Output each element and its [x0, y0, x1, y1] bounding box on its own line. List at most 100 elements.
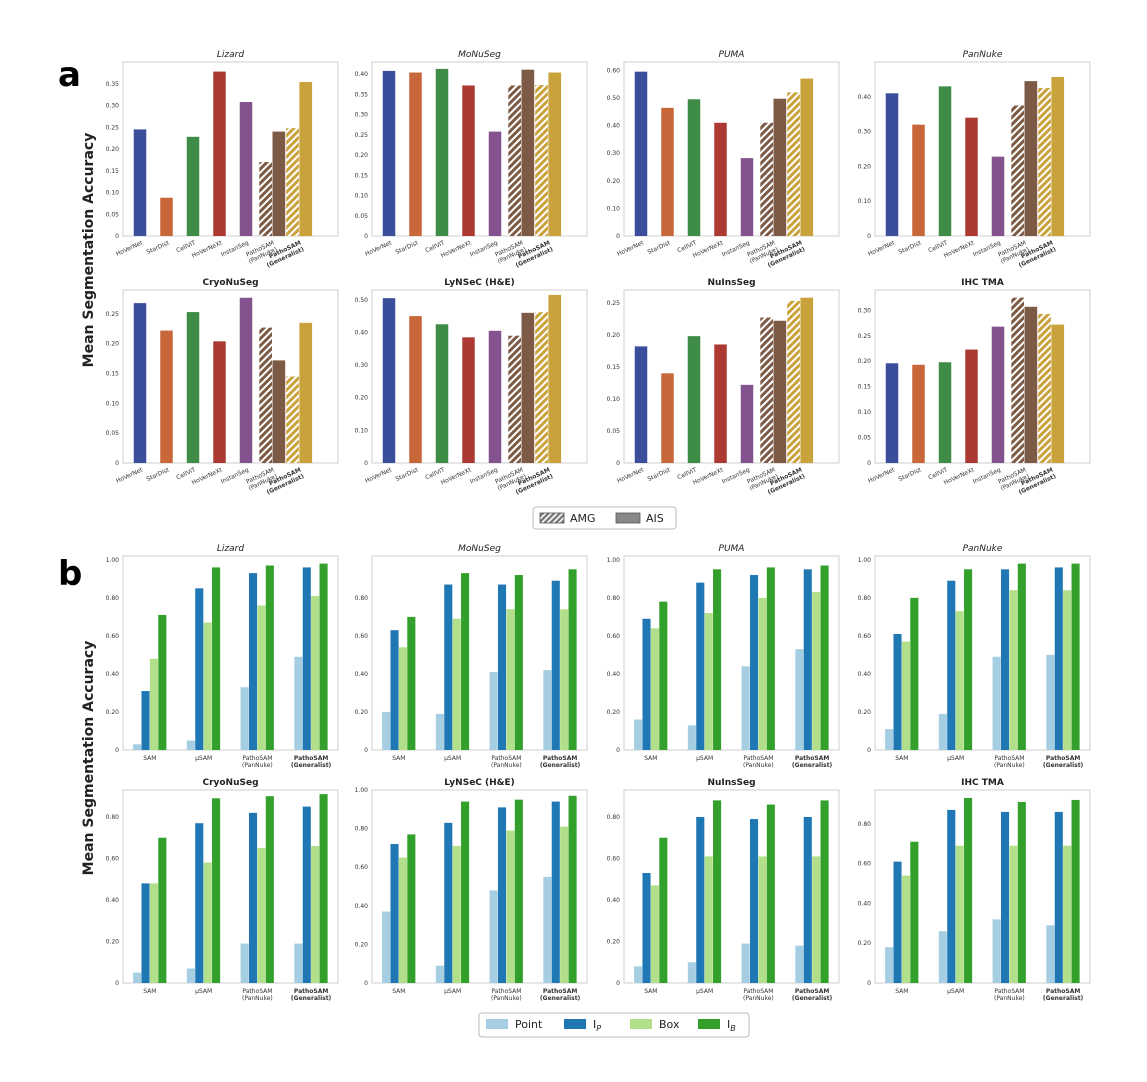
chart-a-lizard-ytick-2: 0.10 — [106, 190, 120, 197]
chart-a-puma-ytick-1: 0.10 — [607, 205, 621, 212]
chart-a-ihc-tma-xtick-hovernext: HoVerNeXt — [943, 466, 976, 486]
chart-b-lynsec-h-e-xtick-sam: µSAM — [444, 988, 461, 995]
chart-b-puma-bar-pathosam-pannuke-i-p — [749, 575, 759, 750]
chart-b-monuseg-bar-pathosam-pannuke-i-b — [514, 575, 523, 750]
chart-a-pannuke-ytick-2: 0.20 — [858, 163, 872, 170]
chart-a-monuseg-ytick-8: 0.40 — [355, 71, 369, 78]
chart-b-nuinsseg-bar-sam-box — [650, 885, 659, 983]
chart-b-nuinsseg-bar-pathosam-pannuke-i-p — [749, 819, 759, 983]
chart-b-pannuke-bar-sam-box — [901, 641, 910, 750]
chart-b-monuseg-bar-sam-box — [398, 647, 407, 750]
chart-b-pannuke-xtick-pathosam-pannuke: PathoSAM (PanNuke) — [994, 755, 1025, 769]
chart-b-lynsec-h-e-bar-sam-i-p — [444, 822, 453, 983]
legend-ais-swatch — [615, 512, 641, 524]
chart-a-puma-title: PUMA — [719, 50, 745, 60]
chart-b-monuseg-title: MoNuSeg — [458, 544, 501, 554]
chart-b-lynsec-h-e-bar-sam-i-b — [461, 801, 470, 983]
chart-a-lynsec-h-e-xtick-hovernet: HoVerNet — [364, 466, 393, 485]
chart-a-nuinsseg-ytick-2: 0.10 — [607, 396, 621, 403]
chart-a-lizard: Lizard 0 0.05 0.10 0.15 0.20 0.25 0.30 0.35 HoVer… — [106, 50, 339, 269]
chart-a-pannuke-ytick-1: 0.10 — [858, 198, 872, 205]
chart-b-cryonuseg-bar-pathosam-pannuke-i-p — [248, 812, 258, 983]
chart-b-puma-bar-pathosam-generalist-i-p — [803, 569, 812, 750]
chart-a-puma-bar-cellvit — [687, 99, 701, 237]
chart-b-ihc-tma-ytick-0: 0 — [867, 980, 871, 987]
chart-a-ihc-tma-ytick-3: 0.15 — [858, 384, 872, 391]
chart-b-monuseg-bar-pathosam-generalist-point — [543, 670, 552, 750]
chart-b-ihc-tma-bar-sam-point — [938, 931, 947, 983]
chart-b-pannuke-xtick-sam: SAM — [895, 755, 908, 762]
chart-a-puma-bar-instanseg — [740, 158, 754, 236]
chart-b-lizard-xtick-sam: µSAM — [195, 755, 212, 762]
chart-b-monuseg-bar-pathosam-pannuke-i-p — [497, 584, 507, 750]
chart-b-monuseg-bar-sam-i-b — [461, 573, 470, 750]
chart-b-pannuke-bar-pathosam-generalist-box — [1063, 590, 1072, 750]
chart-b-cryonuseg-xtick-pathosam-pannuke: PathoSAM (PanNuke) — [242, 988, 273, 1002]
chart-a-puma-ytick-2: 0.20 — [607, 178, 621, 185]
chart-b-puma-bar-sam-i-b — [659, 601, 668, 750]
chart-a-cryonuseg-xtick-stardist: StarDist — [146, 466, 171, 483]
legend-point-label: Point — [515, 1018, 543, 1031]
chart-b-cryonuseg-bar-pathosam-generalist-point — [294, 943, 303, 983]
chart-a-lynsec-h-e: LyNSeC (H&E) 0 0.10 0.20 0.30 0.40 0.50 HoVerNe… — [355, 278, 588, 496]
chart-b-cryonuseg-ytick-2: 0.40 — [106, 897, 120, 904]
chart-b-ihc-tma-ytick-2: 0.40 — [858, 900, 872, 907]
chart-b-pannuke-ytick-1: 0.20 — [858, 709, 872, 716]
chart-b-ihc-tma: IHC TMA 0 0.20 0.40 0.60 0.80 SAM µSAM PathoSAM(… — [858, 778, 1091, 1002]
chart-b-monuseg-ytick-4: 0.80 — [355, 595, 369, 602]
chart-a-pannuke-ytick-3: 0.30 — [858, 129, 872, 136]
chart-b-cryonuseg-bar-pathosam-pannuke-i-b — [265, 796, 274, 983]
chart-b-lizard-xtick-pathosam-generalist: PathoSAM (Generalist) — [291, 755, 332, 769]
chart-b-puma-bar-pathosam-generalist-box — [812, 592, 821, 750]
chart-a-lizard-bar-pathosam-pannuke-amg — [259, 162, 272, 236]
chart-a-nuinsseg-bar-hovernext — [714, 344, 727, 463]
chart-b-cryonuseg-bar-sam-i-b — [158, 837, 167, 983]
chart-a-nuinsseg-bar-cellvit — [687, 336, 701, 463]
chart-a-monuseg-bar-hovernet — [382, 70, 396, 236]
chart-b-lynsec-h-e-ytick-4: 0.80 — [355, 826, 369, 833]
chart-b-nuinsseg-ytick-1: 0.20 — [607, 938, 621, 945]
chart-a-lizard-bar-hovernet — [133, 129, 147, 236]
chart-b-lizard-ytick-3: 0.60 — [106, 633, 120, 640]
chart-b-lizard-bar-sam-i-p — [195, 588, 204, 750]
chart-b-ihc-tma-xtick-pathosam-generalist: PathoSAM (Generalist) — [1043, 988, 1084, 1002]
chart-b-cryonuseg: CryoNuSeg 0 0.20 0.40 0.60 0.80 SAM µSAM PathoSA… — [106, 778, 339, 1002]
chart-a-lizard-bar-stardist — [160, 197, 173, 236]
chart-b-puma-bar-pathosam-pannuke-box — [758, 597, 767, 750]
legend-amg-swatch — [539, 512, 565, 524]
chart-b-monuseg-xtick-pathosam-generalist: PathoSAM (Generalist) — [540, 755, 581, 769]
chart-a-lynsec-h-e-ytick-1: 0.10 — [355, 427, 369, 434]
chart-a-cryonuseg-xtick-instanseg: InstanSeg — [220, 466, 250, 485]
chart-a-monuseg-xtick-instanseg: InstanSeg — [469, 239, 499, 258]
chart-a-monuseg-ytick-6: 0.30 — [355, 112, 369, 119]
chart-a-ihc-tma-bar-pathosam-pannuke-amg — [1011, 297, 1024, 463]
chart-a-lizard-bar-pathosam-generalist-ais — [299, 82, 313, 236]
chart-b-cryonuseg-bar-sam-i-b — [212, 798, 221, 983]
chart-a-nuinsseg-ytick-0: 0 — [616, 460, 620, 467]
chart-a-cryonuseg-frame — [122, 289, 339, 464]
legend-ais-label: AIS — [646, 512, 664, 525]
chart-b-nuinsseg-xtick-sam: µSAM — [696, 988, 713, 995]
chart-a-pannuke-bar-hovernext — [965, 117, 978, 236]
chart-a-lynsec-h-e-bar-cellvit — [435, 324, 449, 463]
chart-b-nuinsseg-bar-sam-box — [704, 856, 713, 983]
chart-b-nuinsseg-bar-pathosam-pannuke-point — [741, 943, 750, 983]
chart-b-pannuke-bar-pathosam-pannuke-box — [1009, 590, 1018, 750]
chart-a-pannuke-bar-pathosam-generalist-ais — [1051, 76, 1065, 237]
chart-a-lynsec-h-e-ytick-2: 0.20 — [355, 395, 369, 402]
chart-a-cryonuseg-ytick-4: 0.20 — [106, 341, 120, 348]
legend-amg-label: AMG — [570, 512, 596, 525]
chart-b-lizard-bar-pathosam-generalist-box — [311, 595, 320, 750]
chart-b-nuinsseg-frame — [623, 789, 840, 984]
chart-a-puma-xtick-instanseg: InstanSeg — [721, 239, 751, 258]
chart-a-monuseg-xtick-hovernet: HoVerNet — [364, 239, 393, 258]
chart-a-monuseg-bar-pathosam-pannuke-amg — [508, 85, 521, 237]
chart-b-cryonuseg-title: CryoNuSeg — [202, 778, 258, 788]
chart-b-cryonuseg-xtick-sam: µSAM — [195, 988, 212, 995]
chart-b-lizard-title: Lizard — [217, 544, 244, 554]
chart-b-lynsec-h-e-bar-pathosam-pannuke-box — [506, 830, 515, 983]
chart-a-lynsec-h-e-title: LyNSeC (H&E) — [444, 278, 515, 288]
chart-a-monuseg: MoNuSeg 0 0.05 0.10 0.15 0.20 0.25 0.30 0.35 0.40… — [355, 50, 588, 269]
chart-b-cryonuseg-bar-sam-i-p — [195, 823, 204, 983]
